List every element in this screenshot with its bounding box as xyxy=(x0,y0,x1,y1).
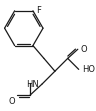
Text: HN: HN xyxy=(27,79,39,88)
Text: O: O xyxy=(81,45,88,54)
Text: F: F xyxy=(37,6,41,15)
Text: HO: HO xyxy=(82,65,95,74)
Text: O: O xyxy=(8,97,15,106)
